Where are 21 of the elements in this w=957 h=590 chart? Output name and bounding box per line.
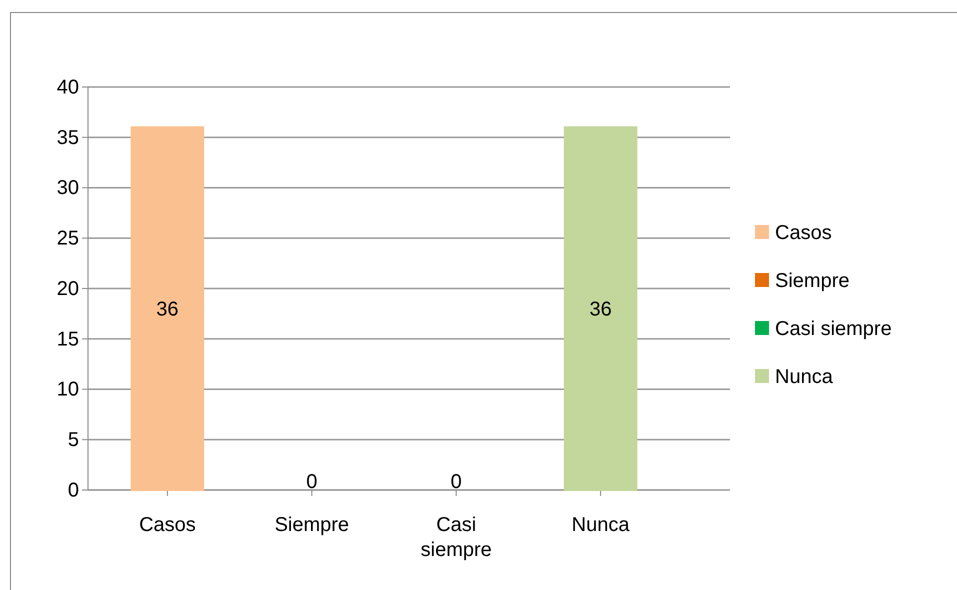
y-tick-label: 25 <box>56 228 79 250</box>
y-tick-label: 30 <box>56 177 79 200</box>
y-tick-label: 15 <box>56 328 79 350</box>
x-tick-label: Casi siempre <box>420 514 492 561</box>
y-tick-label: 10 <box>56 378 79 401</box>
data-label: 0 <box>450 471 462 493</box>
y-tick-label: 5 <box>68 429 79 452</box>
legend-label: Siempre <box>775 270 850 292</box>
x-tick-label: Casos <box>139 514 196 536</box>
x-tick-label: Nunca <box>572 514 630 536</box>
data-label: 0 <box>306 471 318 493</box>
y-tick-label: 0 <box>68 479 79 502</box>
data-label: 36 <box>589 298 612 321</box>
legend-label: Casi siempre <box>775 318 892 340</box>
legend-label: Nunca <box>775 366 834 388</box>
y-tick-label: 20 <box>56 278 79 300</box>
x-tick-label: Siempre <box>274 514 350 536</box>
legend-label: Casos <box>775 222 832 244</box>
y-tick-label: 35 <box>56 126 79 149</box>
y-tick-label: 40 <box>56 76 79 98</box>
data-label: 36 <box>156 298 179 321</box>
